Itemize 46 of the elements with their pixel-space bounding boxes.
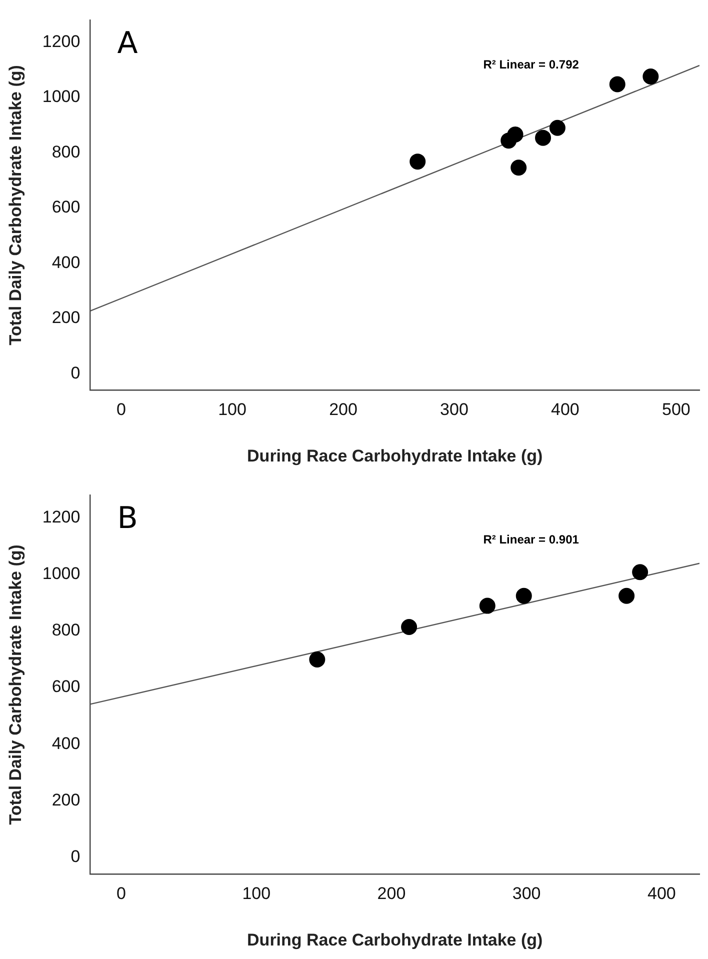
y-tick-label: 1000: [42, 564, 80, 584]
x-tick-label: 200: [329, 400, 358, 420]
x-tick-label: 400: [647, 884, 676, 904]
y-tick-label: 200: [52, 790, 80, 810]
point: [309, 652, 326, 668]
point: [535, 130, 552, 146]
x-tick-label: 0: [116, 884, 126, 904]
y-tick-label: 0: [70, 846, 80, 866]
annotation: R² Linear = 0.901: [483, 532, 580, 547]
point: [510, 160, 527, 176]
annotation: R² Linear = 0.792: [483, 58, 580, 72]
point: [507, 126, 524, 143]
point: [479, 598, 496, 614]
y-tick-label: 600: [52, 677, 80, 696]
y-tick-label: 1000: [42, 87, 80, 106]
y-tick-label: 400: [52, 252, 80, 272]
point: [609, 76, 626, 92]
point: [410, 154, 426, 170]
point: [632, 564, 648, 580]
chart-title: B: [117, 500, 138, 536]
point: [516, 588, 532, 604]
y-tick-label: 400: [52, 734, 80, 753]
x-tick-label: 300: [440, 400, 468, 420]
y-tick-label: 200: [52, 308, 80, 328]
y-tick-label: 800: [52, 620, 80, 640]
y-tick-label: 600: [52, 198, 80, 217]
y-tick-label: 1200: [42, 508, 80, 527]
x-tick-label: 100: [218, 400, 246, 420]
y-axis-title: Total Daily Carbohydrate Intake (g): [6, 544, 25, 825]
x-tick-label: 200: [377, 884, 406, 904]
x-tick-label: 100: [242, 884, 271, 904]
x-tick-label: 300: [512, 884, 541, 904]
x-tick-label: 0: [116, 400, 126, 420]
y-tick-label: 1200: [42, 32, 80, 51]
x-axis-title: During Race Carbohydrate Intake (g): [247, 446, 543, 466]
point: [642, 68, 659, 85]
chart-title: A: [117, 26, 138, 61]
x-tick-label: 400: [551, 400, 580, 420]
x-tick-label: 500: [662, 400, 690, 420]
y-tick-label: 800: [52, 142, 80, 162]
point: [618, 588, 635, 604]
point: [401, 619, 418, 635]
point: [549, 120, 566, 136]
y-tick-label: 0: [70, 363, 80, 382]
y-axis-title: Total Daily Carbohydrate Intake (g): [6, 65, 25, 346]
x-axis-title: During Race Carbohydrate Intake (g): [247, 930, 543, 950]
